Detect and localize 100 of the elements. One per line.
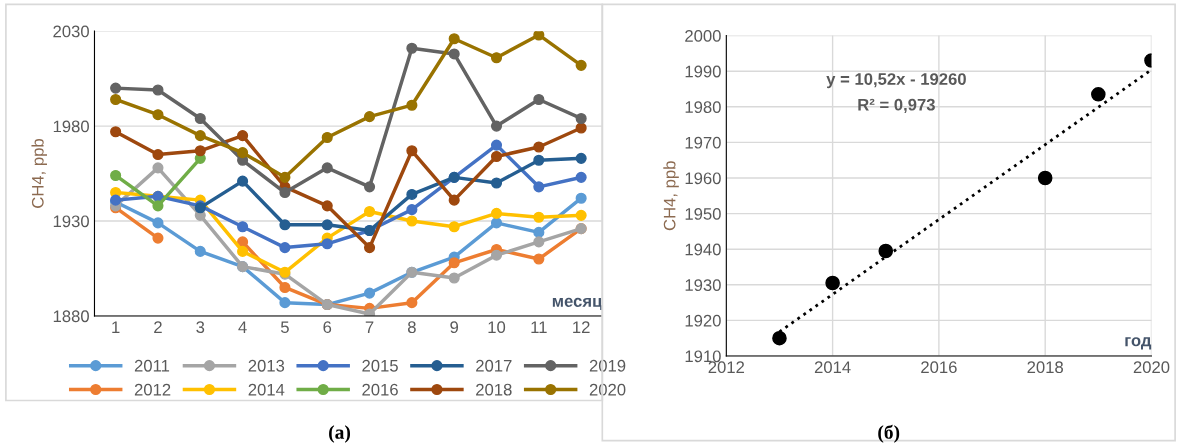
point [533,253,545,265]
point [533,31,545,41]
point [575,122,587,134]
point [448,272,460,284]
point [772,330,787,346]
point [279,242,291,254]
x-tick-label: 2014 [814,361,851,374]
text: (а) [329,425,351,443]
legend-label: 2020 [589,383,626,396]
x-tick-label: 2020 [1133,361,1170,374]
point [152,84,164,96]
point [575,192,587,204]
x-tick-label: 2 [154,321,162,333]
y-tick-label: 1990 [685,65,721,78]
point [575,171,587,183]
y-tick-label: 1980 [685,101,721,113]
x-tick-label: 1 [112,321,120,333]
point [448,257,460,269]
point [279,219,291,231]
point [237,221,249,233]
x-axis-title: месяц [552,297,603,311]
y-tick-label: 1980 [53,120,89,133]
point [321,162,333,174]
point [533,141,545,153]
point [575,112,587,125]
point [406,204,418,216]
point [406,42,418,54]
legend-label: 2013 [248,359,285,372]
point [825,275,840,291]
point [490,150,503,163]
point [490,120,503,132]
x-tick-label: 4 [238,321,247,333]
point [1091,87,1106,102]
annotation: R² = 0,973 [858,98,935,113]
point [152,162,164,174]
point [110,126,122,138]
point [279,186,291,199]
legend-label: 2015 [362,359,398,372]
x-tick-label: 6 [323,321,332,334]
point [110,82,122,94]
point [237,147,249,159]
point [406,215,418,227]
legend-label: 2019 [589,359,626,372]
point [152,217,164,229]
y-tick-label: 1940 [685,243,721,256]
point [490,217,503,229]
point [152,109,164,121]
point [533,226,545,238]
point [533,211,545,223]
point [237,175,249,187]
legend-label: 2011 [134,359,170,372]
y-tick-label: 1880 [53,310,89,323]
y-tick-label: 1910 [685,350,721,363]
x-tick-label: 12 [573,321,590,333]
point [406,99,418,111]
y-tick-label: 1970 [685,136,721,149]
x-tick-label: 2016 [921,361,957,374]
point [878,243,894,259]
point [279,171,291,183]
point [110,169,122,182]
point [363,287,376,299]
point [194,112,206,125]
point [490,177,503,189]
point [237,245,249,257]
point [490,249,503,261]
point [321,131,333,144]
x-tick-label: 11 [531,321,547,333]
y-axis-title: CH4, ppb [31,139,47,208]
point [321,238,333,250]
x-tick-label: 2012 [708,361,745,374]
legend-label: 2012 [134,383,171,396]
point [321,219,333,231]
point [363,242,376,254]
x-tick-label: 3 [196,321,205,334]
y-tick-label: 1960 [685,172,721,185]
point [363,205,376,218]
point [279,281,291,294]
point [490,207,503,219]
x-tick-label: 8 [407,321,416,334]
point [448,48,460,60]
point [194,145,206,157]
x-tick-label: 10 [488,321,506,334]
point [363,181,376,193]
y-tick-label: 1930 [685,279,721,291]
y-tick-label: 1930 [53,215,89,228]
point [110,93,122,106]
legend-label: 2017 [476,359,512,372]
y-tick-label: 1920 [685,314,721,327]
point [406,188,418,200]
point [533,154,545,166]
point [406,145,418,157]
point [575,152,587,164]
point [363,111,376,123]
point [321,200,333,212]
point [575,59,587,71]
y-tick-label: 1950 [685,208,721,220]
point [490,52,503,64]
legend-label: 2014 [248,383,285,396]
point [490,139,503,151]
point [237,236,249,248]
